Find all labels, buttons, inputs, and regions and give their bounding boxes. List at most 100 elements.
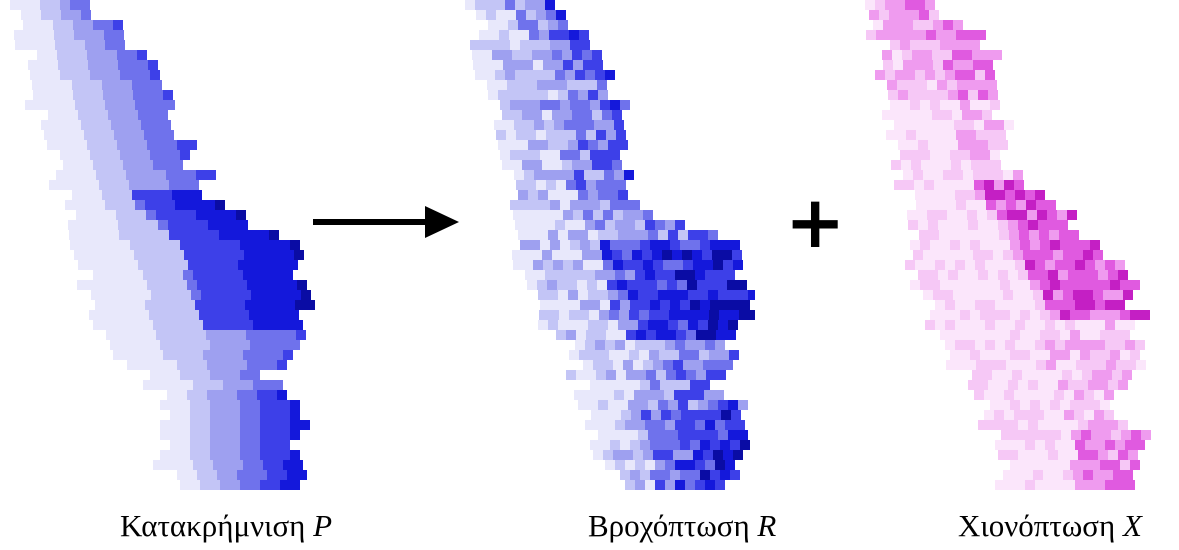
- raster-cell: [918, 220, 928, 230]
- raster-cell: [974, 120, 984, 130]
- raster-cell: [612, 250, 622, 260]
- raster-cell: [529, 30, 539, 40]
- raster-cell: [277, 390, 287, 400]
- raster-cell: [1024, 390, 1034, 400]
- raster-cell: [983, 250, 993, 260]
- raster-cell: [994, 390, 1004, 400]
- raster-cell: [930, 150, 940, 160]
- raster-cell: [923, 60, 933, 70]
- raster-cell: [115, 200, 125, 210]
- raster-cell: [1126, 360, 1136, 370]
- raster-cell: [655, 220, 665, 230]
- raster-cell: [153, 270, 163, 280]
- raster-cell: [725, 270, 735, 280]
- raster-cell: [616, 130, 626, 140]
- raster-cell: [1081, 430, 1091, 440]
- raster-cell: [926, 30, 936, 40]
- raster-cell: [550, 200, 560, 210]
- raster-cell: [669, 350, 679, 360]
- raster-cell: [1115, 440, 1125, 450]
- raster-cell: [185, 300, 195, 310]
- raster-cell: [635, 460, 645, 470]
- raster-cell: [955, 260, 965, 270]
- raster-cell: [105, 100, 115, 110]
- raster-cell: [648, 400, 658, 410]
- raster-cell: [570, 240, 580, 250]
- raster-cell: [540, 240, 550, 250]
- raster-cell: [933, 60, 943, 70]
- raster-cell: [948, 90, 958, 100]
- raster-cell: [556, 330, 566, 340]
- raster-cell: [113, 270, 123, 280]
- raster-cell: [953, 20, 963, 30]
- raster-cell: [633, 360, 643, 370]
- raster-cell: [738, 400, 748, 410]
- raster-cell: [233, 380, 243, 390]
- raster-cell: [108, 60, 118, 70]
- raster-cell: [940, 240, 950, 250]
- raster-cell: [620, 100, 630, 110]
- raster-cell: [123, 90, 133, 100]
- raster-cell: [127, 280, 137, 290]
- raster-cell: [935, 190, 945, 200]
- raster-cell: [1058, 420, 1068, 430]
- raster-cell: [1080, 310, 1090, 320]
- raster-cell: [1030, 460, 1040, 470]
- raster-cell: [950, 240, 960, 250]
- raster-cell: [1065, 320, 1075, 330]
- raster-cell: [98, 110, 108, 120]
- raster-cell: [1090, 280, 1100, 290]
- raster-cell: [182, 190, 192, 200]
- raster-cell: [70, 150, 80, 160]
- raster-cell: [25, 100, 35, 110]
- raster-cell: [608, 430, 618, 440]
- raster-cell: [976, 130, 986, 140]
- raster-cell: [41, 10, 51, 20]
- raster-cell: [637, 280, 647, 290]
- raster-cell: [186, 330, 196, 340]
- raster-cell: [509, 30, 519, 40]
- raster-cell: [680, 380, 690, 390]
- raster-cell: [695, 480, 705, 490]
- raster-cell: [618, 190, 628, 200]
- raster-cell: [269, 310, 279, 320]
- raster-cell: [64, 30, 74, 40]
- raster-cell: [210, 400, 220, 410]
- raster-cell: [582, 110, 592, 120]
- raster-cell: [1115, 340, 1125, 350]
- raster-cell: [978, 140, 988, 150]
- raster-cell: [670, 470, 680, 480]
- raster-cell: [560, 240, 570, 250]
- raster-cell: [103, 90, 113, 100]
- raster-cell: [940, 40, 950, 50]
- raster-cell: [1030, 310, 1040, 320]
- raster-cell: [729, 350, 739, 360]
- raster-cell: [635, 220, 645, 230]
- raster-cell: [61, 10, 71, 20]
- raster-cell: [706, 330, 716, 340]
- raster-cell: [83, 20, 93, 30]
- raster-cell: [223, 380, 233, 390]
- raster-cell: [695, 460, 705, 470]
- raster-cell: [290, 480, 300, 490]
- raster-cell: [538, 140, 548, 150]
- raster-cell: [187, 390, 197, 400]
- rainfall-symbol: R: [757, 508, 777, 543]
- raster-cell: [151, 120, 161, 130]
- raster-cell: [121, 290, 131, 300]
- raster-cell: [270, 420, 280, 430]
- raster-cell: [609, 350, 619, 360]
- raster-cell: [569, 30, 579, 40]
- raster-cell: [986, 130, 996, 140]
- raster-cell: [547, 80, 557, 90]
- raster-cell: [14, 30, 24, 40]
- raster-cell: [912, 50, 922, 60]
- raster-cell: [150, 240, 160, 250]
- raster-cell: [1071, 430, 1081, 440]
- raster-cell: [914, 180, 924, 190]
- raster-cell: [731, 410, 741, 420]
- raster-cell: [693, 260, 703, 270]
- raster-cell: [179, 180, 189, 190]
- raster-cell: [588, 230, 598, 240]
- raster-cell: [285, 300, 295, 310]
